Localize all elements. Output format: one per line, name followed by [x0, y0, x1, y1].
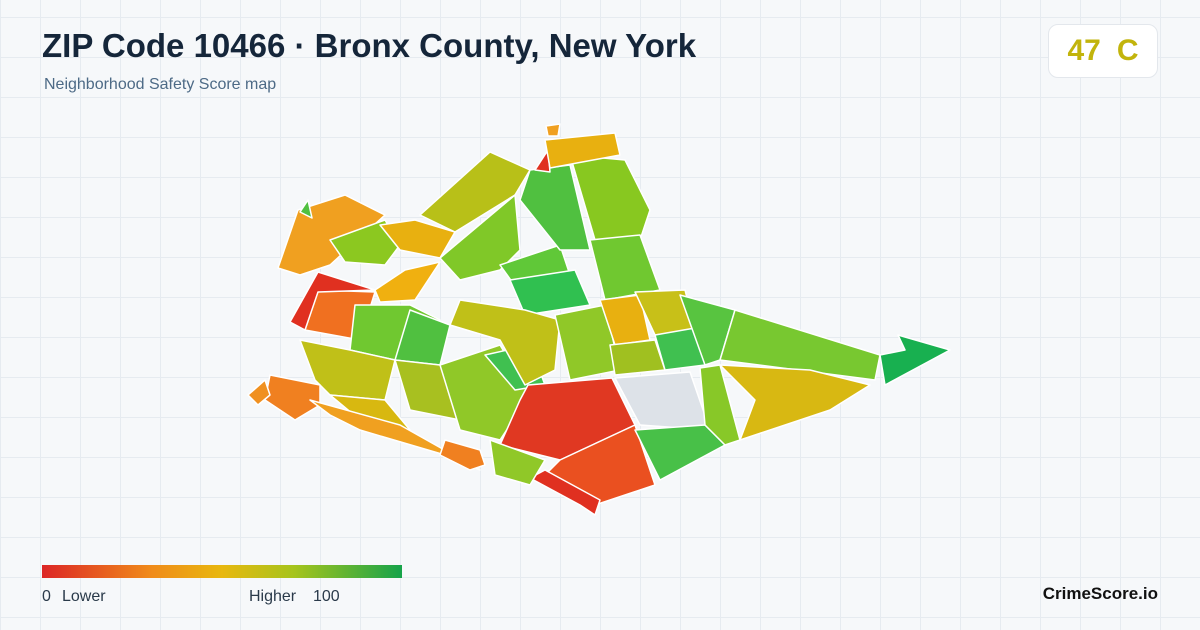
- area: [879, 334, 951, 386]
- area: [439, 439, 486, 471]
- area: [529, 469, 601, 516]
- legend-gradient: [42, 565, 402, 578]
- area: [509, 269, 591, 316]
- area: [449, 299, 561, 386]
- area: [489, 439, 546, 486]
- area: [609, 339, 666, 376]
- area: [544, 132, 621, 169]
- area: [569, 154, 651, 241]
- area: [289, 271, 376, 331]
- area: [329, 219, 401, 266]
- legend-max-label: Higher: [249, 588, 297, 605]
- score-badge: 47 C: [1048, 24, 1158, 78]
- title: ZIP Code 10466 · Bronx County, New York: [42, 27, 697, 64]
- legend-min: 0: [42, 588, 51, 605]
- area: [699, 364, 741, 446]
- map-areas: [247, 123, 951, 516]
- area: [379, 219, 456, 259]
- area: [247, 379, 271, 406]
- legend-min-label: Lower: [62, 588, 106, 605]
- score-value: 47: [1067, 34, 1101, 67]
- subtitle: Neighborhood Safety Score map: [44, 76, 277, 93]
- area: [299, 199, 313, 219]
- legend-max: 100: [313, 588, 340, 605]
- area: [264, 374, 321, 421]
- area: [545, 123, 561, 137]
- area: [589, 234, 661, 301]
- score-grade: C: [1116, 34, 1139, 67]
- area: [719, 364, 871, 441]
- area: [439, 194, 521, 281]
- area: [374, 261, 441, 303]
- brand: CrimeScore.io: [1042, 584, 1158, 603]
- area: [719, 309, 881, 381]
- area: [419, 151, 531, 233]
